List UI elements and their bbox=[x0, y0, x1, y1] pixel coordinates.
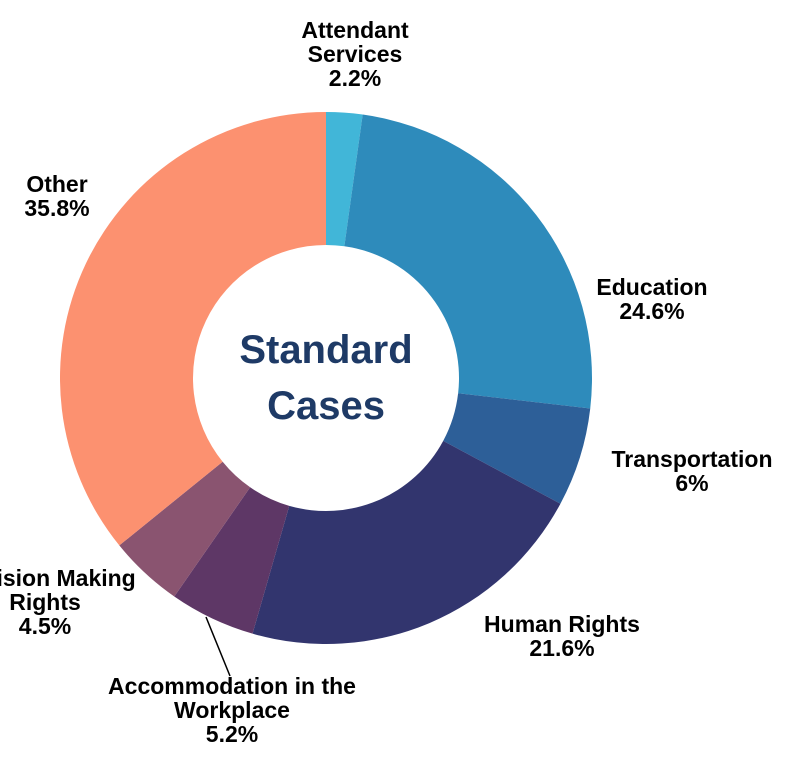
category-name: Decision Making Rights bbox=[0, 565, 136, 615]
donut-slice bbox=[344, 114, 592, 409]
slice-label: Attendant Services 2.2% bbox=[275, 18, 435, 90]
value-label: 4.5% bbox=[18, 613, 72, 639]
center-title: Standard Cases bbox=[239, 328, 413, 428]
category-name: Other bbox=[26, 171, 88, 197]
value-label: 21.6% bbox=[529, 635, 595, 661]
donut-slice bbox=[119, 461, 251, 597]
slice-label: Education 24.6% bbox=[542, 275, 762, 323]
value-label: 5.2% bbox=[205, 721, 259, 747]
value-label: 35.8% bbox=[24, 195, 90, 221]
category-name: Education bbox=[596, 274, 708, 300]
slice-label: Transportation 6% bbox=[577, 447, 801, 495]
donut-slice bbox=[326, 112, 363, 247]
slice-label: Human Rights 21.6% bbox=[452, 612, 672, 660]
category-name: Accommodation in the Workplace bbox=[108, 673, 356, 723]
slice-label: Accommodation in the Workplace 5.2% bbox=[67, 674, 397, 746]
donut-slice bbox=[60, 112, 326, 546]
category-name: Attendant Services bbox=[301, 17, 409, 67]
leader-line bbox=[205, 616, 231, 677]
value-label: 24.6% bbox=[619, 298, 685, 324]
category-name: Human Rights bbox=[484, 611, 640, 637]
value-label: 6% bbox=[675, 470, 709, 496]
value-label: 2.2% bbox=[328, 65, 382, 91]
slice-label: Other 35.8% bbox=[0, 172, 117, 220]
donut-slice bbox=[252, 440, 561, 644]
donut-slice bbox=[174, 487, 290, 634]
category-name: Transportation bbox=[611, 446, 773, 472]
donut-slice bbox=[443, 393, 591, 504]
